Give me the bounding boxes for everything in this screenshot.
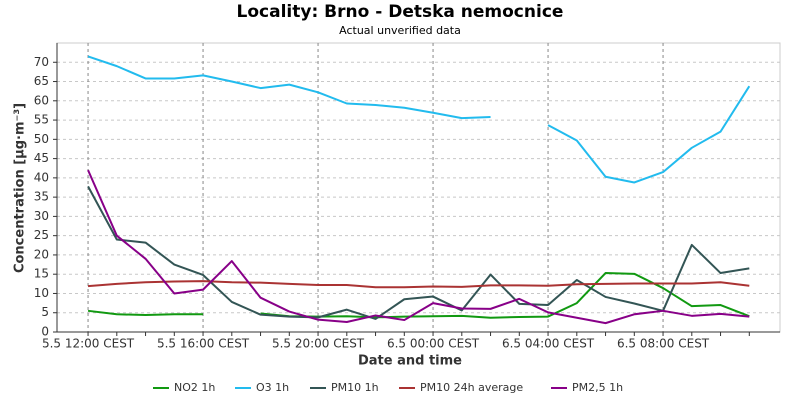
x-tick-label: 5.5 12:00 CEST xyxy=(42,337,135,351)
y-tick-label: 10 xyxy=(34,286,49,300)
legend-label: PM10 1h xyxy=(331,381,379,394)
series-line xyxy=(87,55,751,184)
legend-label: NO2 1h xyxy=(174,381,215,394)
legend-label: PM2,5 1h xyxy=(572,381,623,394)
x-tick-label: 6.5 08:00 CEST xyxy=(617,337,710,351)
chart-subtitle: Actual unverified data xyxy=(339,24,461,37)
series-line xyxy=(87,169,750,325)
y-tick-label: 15 xyxy=(34,267,49,281)
x-tick-label: 5.5 16:00 CEST xyxy=(157,337,250,351)
y-tick-label: 45 xyxy=(34,151,49,165)
y-tick-label: 5 xyxy=(41,305,49,319)
y-tick-label: 25 xyxy=(34,228,49,242)
y-tick-label: 65 xyxy=(34,74,49,88)
y-axis-title: Concentration [µg·m⁻³] xyxy=(13,103,28,273)
y-tick-label: 55 xyxy=(34,113,49,127)
legend-label: O3 1h xyxy=(256,381,289,394)
x-tick-label: 5.5 20:00 CEST xyxy=(272,337,365,351)
y-tick-label: 70 xyxy=(34,55,49,69)
x-tick-label: 6.5 00:00 CEST xyxy=(387,337,480,351)
y-tick-label: 40 xyxy=(34,170,49,184)
plot-area xyxy=(56,42,781,333)
y-tick-label: 20 xyxy=(34,247,49,261)
legend-label: PM10 24h average xyxy=(420,381,523,394)
series-line xyxy=(87,185,750,320)
x-tick-label: 6.5 04:00 CEST xyxy=(502,337,595,351)
x-axis-title: Date and time xyxy=(358,354,462,369)
series-line xyxy=(87,280,750,289)
y-tick-label: 0 xyxy=(41,325,49,339)
y-tick-label: 60 xyxy=(34,93,49,107)
chart-title: Locality: Brno - Detska nemocnice xyxy=(237,2,564,22)
series-line xyxy=(87,272,750,319)
y-tick-label: 50 xyxy=(34,132,49,146)
y-tick-label: 35 xyxy=(34,190,49,204)
y-tick-label: 30 xyxy=(34,209,49,223)
